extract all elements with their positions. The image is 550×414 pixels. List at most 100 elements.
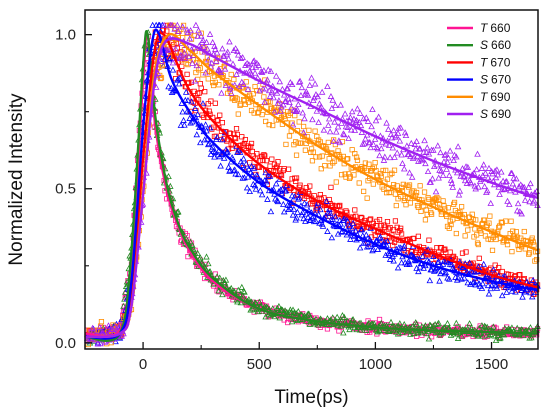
data-point <box>184 28 192 35</box>
data-point <box>519 293 526 300</box>
data-point <box>497 334 504 341</box>
data-point <box>330 160 336 166</box>
plot-frame <box>84 9 539 350</box>
data-point <box>345 134 352 141</box>
legend-entry: S 670 <box>480 73 511 87</box>
data-point <box>534 256 540 263</box>
data-point <box>165 172 172 179</box>
data-point <box>179 23 186 30</box>
data-point <box>197 254 204 261</box>
data-point <box>295 194 303 201</box>
data-point <box>473 166 480 173</box>
data-point <box>470 330 478 337</box>
data-point <box>228 71 234 78</box>
data-point <box>278 306 285 313</box>
data-point <box>333 313 341 320</box>
data-point <box>300 129 307 136</box>
data-point <box>213 273 221 280</box>
data-point <box>332 213 339 220</box>
data-point <box>493 325 499 331</box>
data-point <box>296 77 304 84</box>
data-point <box>239 54 246 61</box>
data-point <box>485 164 493 171</box>
data-point <box>273 89 281 96</box>
data-point <box>368 123 375 130</box>
data-point <box>283 141 289 148</box>
data-point <box>372 232 378 238</box>
data-point <box>438 268 446 275</box>
data-point <box>269 105 275 112</box>
data-point <box>413 137 420 145</box>
data-point <box>458 275 465 282</box>
data-point <box>225 55 232 62</box>
data-point <box>197 32 205 39</box>
data-point <box>518 210 525 217</box>
data-point <box>325 139 331 146</box>
data-point <box>435 319 442 326</box>
data-point <box>398 231 405 237</box>
data-point <box>311 80 319 87</box>
data-point <box>464 163 472 170</box>
data-point <box>187 119 194 126</box>
data-point <box>293 152 300 158</box>
data-point <box>338 119 345 126</box>
data-point <box>360 239 367 246</box>
data-point <box>389 170 395 176</box>
data-point <box>327 92 335 99</box>
data-point <box>243 184 251 191</box>
data-point <box>235 51 242 58</box>
data-point <box>478 284 486 291</box>
data-point <box>362 135 369 142</box>
data-point <box>487 285 495 292</box>
data-point <box>509 180 517 187</box>
data-point <box>384 176 391 182</box>
data-point <box>242 160 250 167</box>
data-point <box>493 284 501 291</box>
data-point <box>285 166 292 172</box>
data-point <box>301 115 308 122</box>
data-point <box>347 235 354 242</box>
data-point <box>215 287 223 294</box>
data-point <box>332 102 339 109</box>
data-point <box>322 212 329 219</box>
data-point <box>326 128 334 135</box>
data-point <box>372 159 378 166</box>
data-point <box>374 328 382 335</box>
data-point <box>344 156 350 162</box>
data-point <box>190 99 196 106</box>
fit-line-S660 <box>84 30 539 342</box>
data-point <box>347 114 354 121</box>
y-axis-label: Normalized Intensity <box>6 93 27 266</box>
data-point <box>308 74 315 81</box>
data-point <box>278 171 284 177</box>
data-point <box>327 163 333 169</box>
data-point <box>398 259 405 266</box>
data-point <box>356 180 362 186</box>
data-point <box>324 227 331 234</box>
data-point <box>354 105 361 112</box>
data-point <box>315 118 322 125</box>
data-point <box>370 181 376 187</box>
legend-entry: S 690 <box>480 107 511 121</box>
data-point <box>301 199 308 206</box>
data-point <box>459 250 466 256</box>
data-point <box>371 135 379 142</box>
data-point <box>465 227 471 233</box>
data-point <box>427 178 434 185</box>
data-point <box>444 320 451 327</box>
data-point <box>320 126 328 133</box>
data-point <box>518 286 525 293</box>
data-point <box>236 148 244 155</box>
data-point <box>344 123 352 130</box>
data-point <box>406 169 413 176</box>
data-point <box>297 182 303 188</box>
data-point <box>275 97 283 104</box>
data-point <box>520 332 527 339</box>
data-point <box>390 127 397 134</box>
data-point <box>272 72 280 79</box>
data-point <box>221 279 229 286</box>
data-point <box>258 68 266 75</box>
data-point <box>259 111 265 118</box>
data-point <box>366 161 372 167</box>
data-point <box>423 148 430 155</box>
